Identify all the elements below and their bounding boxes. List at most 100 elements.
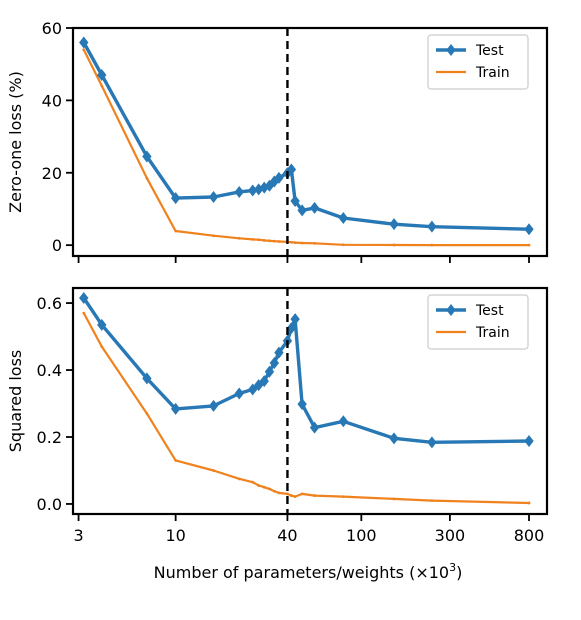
data-point-train: [212, 234, 215, 238]
data-point-train: [293, 495, 297, 498]
data-point-test: [142, 150, 152, 163]
y-tick-label: 0.6: [37, 294, 62, 313]
data-point-train: [174, 229, 178, 233]
data-point-test: [97, 69, 107, 82]
data-point-test: [259, 375, 269, 388]
data-point-test: [338, 415, 349, 428]
legend-label-test: Test: [475, 303, 504, 319]
legend: Test Train: [427, 34, 529, 90]
data-point-train: [300, 492, 304, 496]
data-point-train: [392, 243, 396, 247]
data-point-test: [427, 220, 437, 233]
data-point-test: [290, 194, 300, 207]
legend: Test Train: [427, 294, 529, 350]
data-point-test: [309, 201, 320, 214]
data-point-train: [289, 494, 293, 497]
data-point-train: [430, 243, 434, 247]
data-point-train: [272, 239, 276, 243]
data-point-train: [82, 311, 86, 315]
data-point-train: [237, 236, 241, 240]
data-point-test: [269, 356, 280, 369]
data-point-test: [286, 322, 297, 335]
y-tick-label: 60: [42, 19, 62, 38]
data-point-test: [297, 398, 307, 411]
plot-area: [79, 292, 534, 505]
data-point-test: [524, 435, 534, 448]
data-point-train: [527, 243, 531, 247]
data-point-train: [237, 477, 241, 481]
x-tick-label: 800: [514, 526, 545, 545]
data-point-test: [97, 318, 107, 331]
x-tick-label: 10: [165, 526, 185, 545]
data-point-test: [79, 36, 89, 49]
data-point-test: [274, 346, 284, 359]
legend-label-test: Test: [475, 43, 504, 59]
y-tick-label: 0.2: [37, 428, 62, 447]
data-point-test: [427, 436, 437, 449]
data-point-test: [274, 171, 284, 184]
legend-label-train: Train: [475, 325, 510, 341]
data-point-train: [262, 239, 266, 242]
data-point-train: [392, 497, 396, 501]
data-point-test: [309, 421, 320, 434]
data-point-test: [234, 185, 244, 198]
x-tick-label: 300: [435, 526, 466, 545]
data-point-train: [286, 492, 289, 496]
data-point-train: [212, 469, 215, 472]
x-tick-label: 3: [73, 526, 83, 545]
data-point-test: [264, 365, 275, 378]
data-point-train: [313, 241, 316, 245]
data-point-test: [389, 218, 399, 231]
data-point-train: [100, 345, 104, 348]
data-point-train: [262, 485, 266, 489]
zero-one-loss-panel: 0 20 40 60 Zero-one loss (%) Test Train: [6, 19, 549, 263]
data-point-test: [389, 432, 399, 445]
data-point-test: [248, 184, 258, 197]
data-point-train: [272, 489, 276, 493]
data-point-train: [174, 459, 178, 462]
data-point-test: [248, 383, 258, 396]
data-point-test: [170, 402, 181, 415]
data-point-train: [277, 240, 281, 243]
data-point-test: [524, 223, 534, 236]
data-point-test: [297, 204, 307, 217]
y-tick-label: 0.0: [37, 495, 62, 514]
data-point-train: [251, 480, 255, 484]
x-axis-label-main: Number of parameters/weights (×10: [154, 563, 449, 582]
data-point-test: [208, 191, 219, 204]
data-point-train: [145, 412, 149, 415]
data-point-train: [257, 484, 261, 487]
legend-marker: [446, 44, 456, 56]
data-point-test: [170, 192, 181, 205]
data-point-test: [264, 179, 275, 192]
data-point-train: [289, 240, 293, 244]
data-point-train: [268, 487, 271, 491]
x-tick-label: 100: [346, 526, 377, 545]
data-point-train: [268, 239, 271, 243]
data-point-test: [286, 163, 297, 176]
data-point-test: [208, 399, 219, 412]
data-point-train: [313, 494, 316, 497]
data-point-train: [341, 243, 345, 247]
data-point-test: [338, 212, 349, 224]
x-axis-label-close: ): [456, 563, 462, 582]
data-point-test: [79, 292, 89, 305]
legend-marker: [446, 304, 456, 316]
y-tick-label: 40: [42, 91, 62, 110]
data-point-train: [300, 241, 304, 245]
plot-area: [79, 36, 534, 247]
axes-frame: [71, 26, 549, 258]
data-point-train: [82, 48, 86, 52]
legend-label-train: Train: [475, 65, 510, 81]
y-axis-label: Squared loss: [6, 350, 25, 452]
data-point-test: [234, 387, 244, 400]
data-point-train: [100, 84, 104, 88]
x-tick-label: 40: [277, 526, 297, 545]
data-point-train: [527, 501, 531, 505]
y-tick-label: 20: [42, 164, 62, 183]
data-point-train: [430, 499, 434, 503]
data-point-train: [277, 491, 281, 495]
data-point-train: [341, 495, 345, 498]
squared-loss-panel: 0.0 0.2 0.4 0.6 3 10 40 100 300 800 Squared loss Te…: [6, 286, 549, 545]
